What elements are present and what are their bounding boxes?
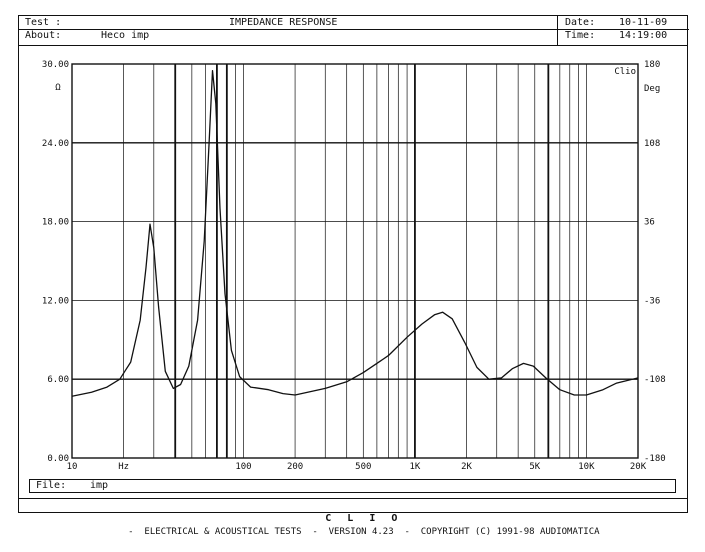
x-tick-label: 200	[287, 462, 303, 472]
y2-tick-label: -108	[644, 375, 666, 385]
x-tick-label: 100	[235, 462, 251, 472]
footer: C L I O - ELECTRICAL & ACOUSTICAL TESTS …	[19, 498, 687, 537]
header-divider	[557, 16, 558, 45]
date-value: 10-11-09	[619, 17, 668, 28]
x-tick-label: 2K	[461, 462, 472, 472]
y-tick-label: 0.00	[47, 454, 69, 464]
header-rule	[19, 29, 557, 30]
about-label: About:	[25, 30, 62, 41]
file-label: File:	[36, 480, 67, 491]
x-tick-label: 1K	[410, 462, 421, 472]
about-value: Heco imp	[101, 30, 150, 41]
plot-border	[71, 63, 639, 459]
y2-axis-unit: Deg	[644, 84, 660, 94]
x-tick-label: 500	[355, 462, 371, 472]
x-tick-label: 10K	[578, 462, 595, 472]
y-tick-label: 12.00	[42, 296, 69, 306]
impedance-curve	[71, 69, 639, 397]
x-tick-label: Hz	[118, 462, 129, 472]
date-label: Date:	[565, 17, 596, 28]
y-tick-label: 6.00	[47, 375, 69, 385]
footer-text: - ELECTRICAL & ACOUSTICAL TESTS - VERSIO…	[128, 527, 600, 537]
x-tick-label: 20K	[630, 462, 647, 472]
y2-tick-label: 36	[644, 218, 655, 228]
y-tick-label: 18.00	[42, 218, 69, 228]
file-value: imp	[90, 480, 109, 491]
y2-tick-label: 108	[644, 139, 660, 149]
y2-tick-label: -180	[644, 454, 666, 464]
y-axis-unit: Ω	[55, 83, 61, 93]
x-tick-label: 10	[67, 462, 78, 472]
report-header: Test : About: Heco imp IMPEDANCE RESPONS…	[19, 16, 689, 46]
y2-tick-label: -36	[644, 296, 660, 306]
y-tick-label: 30.00	[42, 60, 69, 70]
footer-brand: C L I O	[325, 513, 403, 524]
file-box: File: imp	[29, 479, 676, 493]
page-title: IMPEDANCE RESPONSE	[229, 17, 338, 28]
time-label: Time:	[565, 30, 596, 41]
time-value: 14:19:00	[619, 30, 668, 41]
impedance-chart: 0.00 6.00 12.00 18.00 24.00 30.00 -180 -108 -36 3…	[42, 60, 666, 472]
test-label: Test :	[25, 17, 62, 28]
legend-tag: Clio	[614, 67, 636, 77]
x-tick-label: 5K	[529, 462, 540, 472]
header-rule-right	[557, 29, 689, 30]
y2-tick-label: 180	[644, 60, 660, 70]
y-tick-label: 24.00	[42, 139, 69, 149]
report-frame: Test : About: Heco imp IMPEDANCE RESPONS…	[18, 15, 689, 537]
